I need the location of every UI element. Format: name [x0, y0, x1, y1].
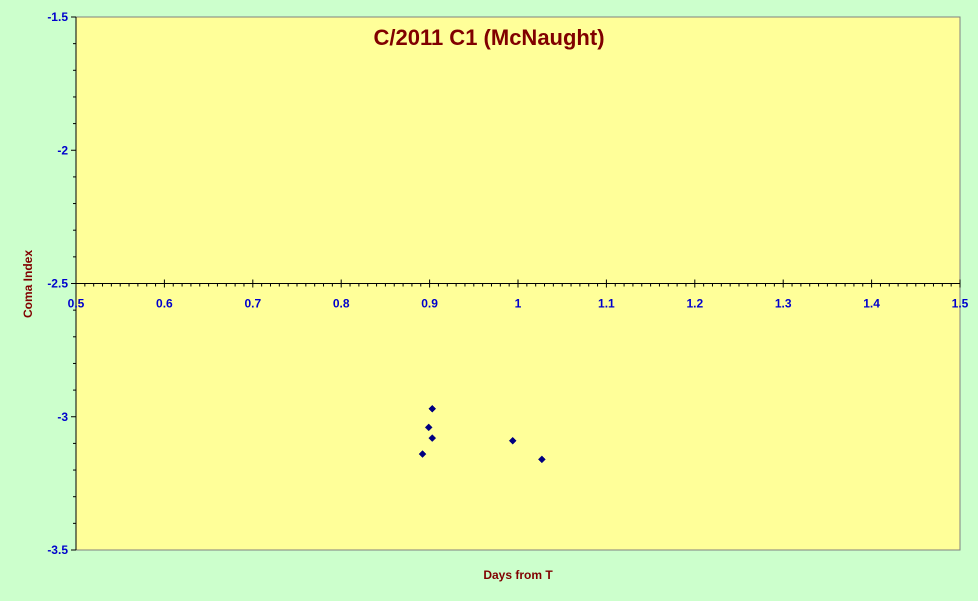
- data-points: [418, 404, 546, 464]
- x-tick-label: 1.2: [686, 297, 703, 311]
- x-tick-label: 0.9: [421, 297, 438, 311]
- y-tick-label: -2: [57, 143, 68, 157]
- x-tick-label: 0.8: [333, 297, 350, 311]
- data-point-diamond: [428, 434, 437, 442]
- y-tick-label: -3.5: [47, 543, 68, 557]
- x-tick-label: 1.1: [598, 297, 615, 311]
- y-axis: -1.5 -2 -2.5 -3 -3.5: [47, 10, 77, 557]
- y-axis-title: Coma Index: [21, 250, 35, 318]
- data-point-diamond: [418, 450, 427, 458]
- data-point-diamond: [508, 436, 517, 445]
- x-axis: 0.5 0.6 0.7 0.8 0.9 1 1.1 1.2 1.3 1.4 1.5: [68, 279, 969, 311]
- x-tick-label: 0.6: [156, 297, 173, 311]
- data-point-diamond: [428, 404, 437, 413]
- x-tick-label: 1.3: [775, 297, 792, 311]
- x-tick-label: 0.7: [244, 297, 261, 311]
- x-tick-label: 1: [515, 297, 522, 311]
- x-tick-label: 1.5: [952, 297, 969, 311]
- chart-title: C/2011 C1 (McNaught): [373, 25, 604, 50]
- data-point-diamond: [538, 455, 546, 464]
- y-tick-label: -2.5: [47, 277, 68, 291]
- x-tick-label: 1.4: [863, 297, 880, 311]
- y-tick-label: -1.5: [47, 10, 68, 24]
- data-point-diamond: [424, 423, 433, 432]
- x-axis-title: Days from T: [483, 568, 553, 582]
- x-tick-label: 0.5: [68, 297, 85, 311]
- y-tick-label: -3: [57, 410, 68, 424]
